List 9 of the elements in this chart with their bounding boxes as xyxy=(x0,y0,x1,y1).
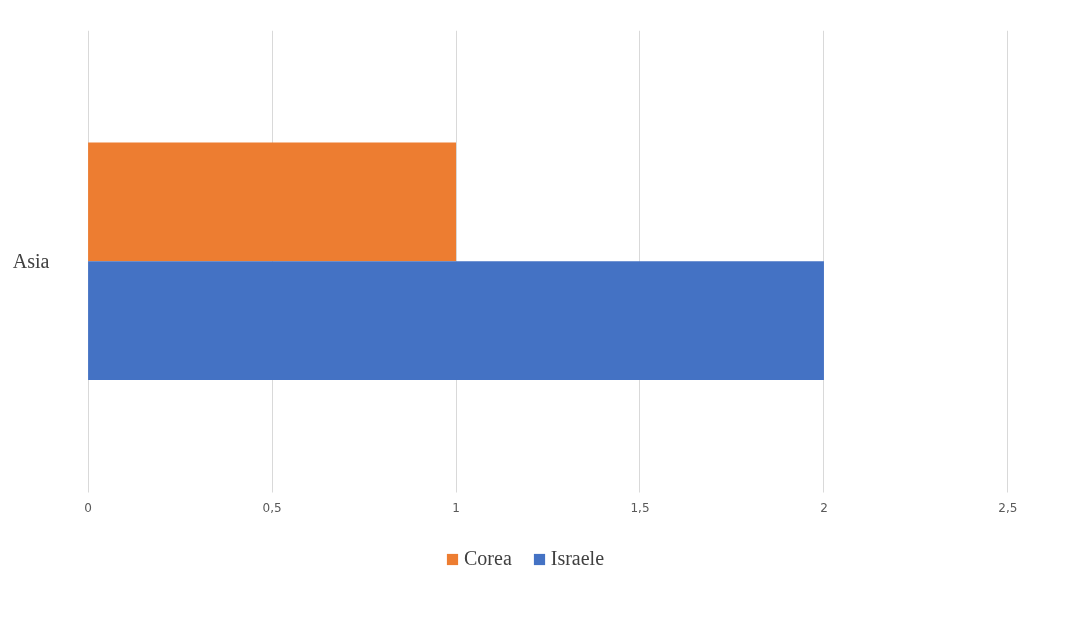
legend-label: Israele xyxy=(550,547,605,570)
x-tick-label: 0,5 xyxy=(262,501,282,516)
y-tick-label: Asia xyxy=(12,250,50,273)
x-tick-label: 0 xyxy=(84,501,92,516)
x-tick-label: 1 xyxy=(452,501,460,516)
x-tick-label: 2 xyxy=(820,501,828,516)
x-tick-label: 2,5 xyxy=(998,501,1018,516)
x-tick-label: 1,5 xyxy=(630,501,650,516)
legend-label: Corea xyxy=(464,547,512,570)
